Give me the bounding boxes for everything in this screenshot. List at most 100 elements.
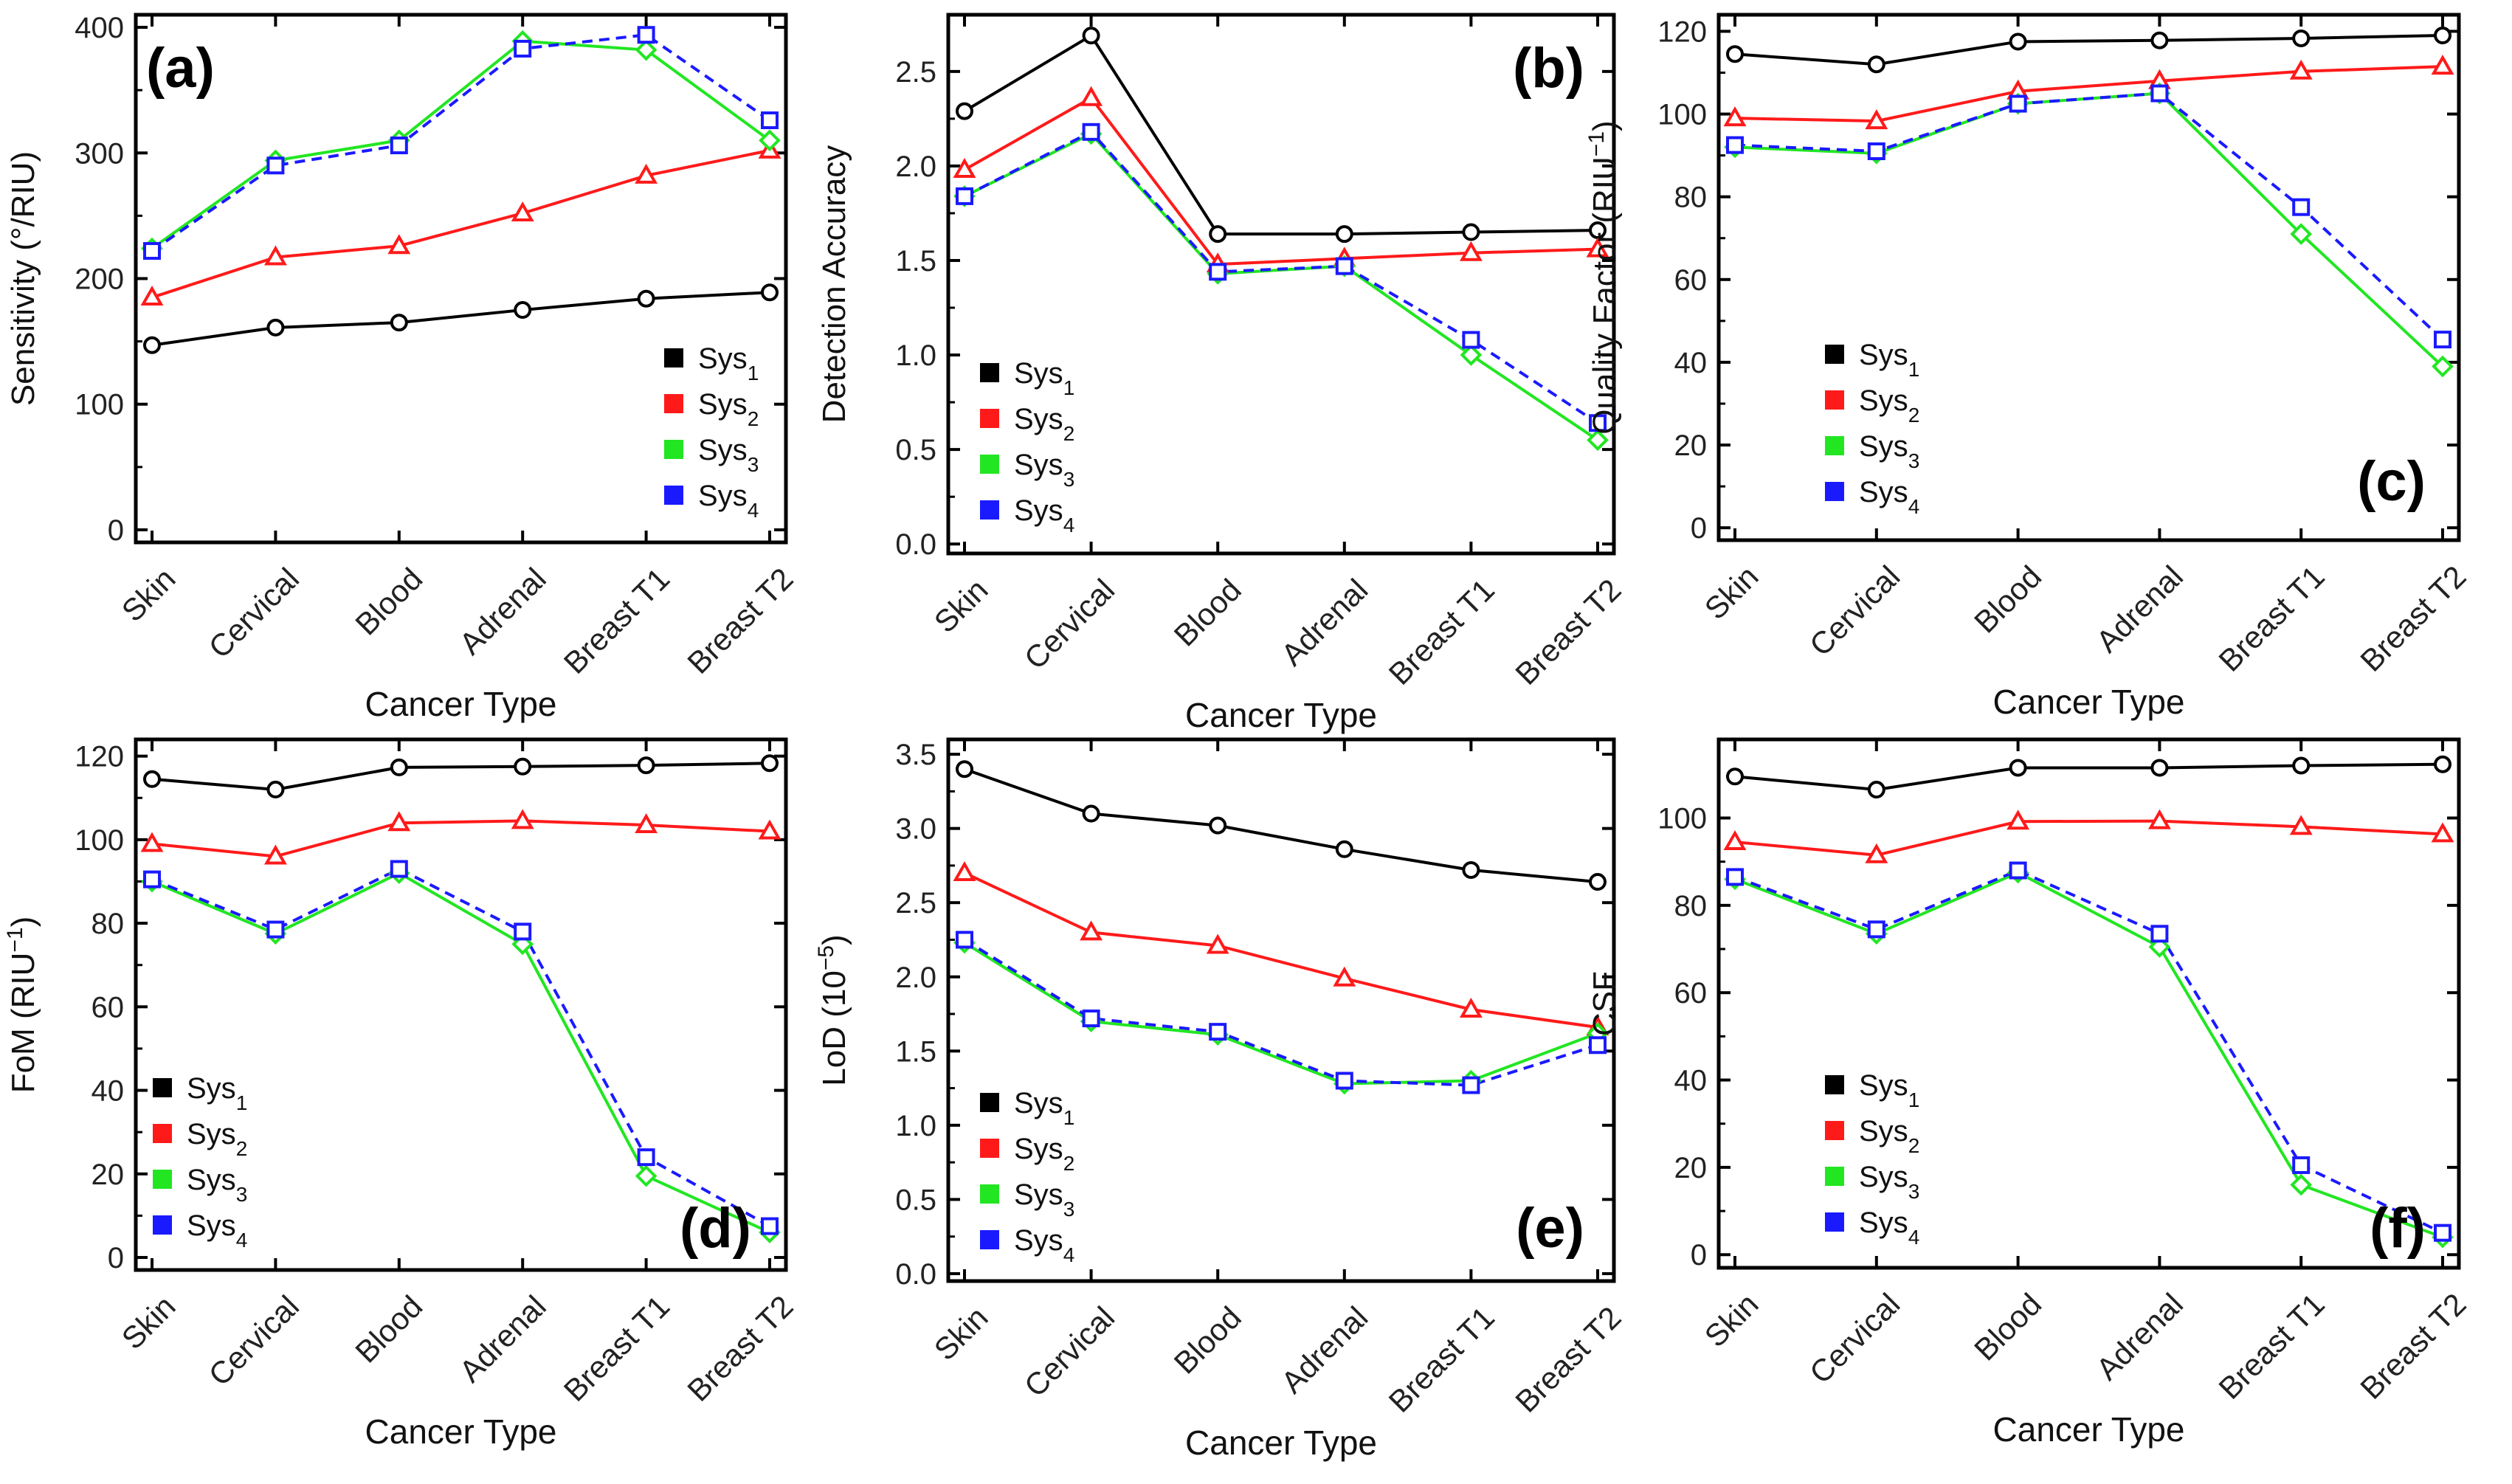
legend-label-sub: 4 xyxy=(1063,514,1075,536)
data-point-sys2 xyxy=(387,234,411,255)
legend-swatch xyxy=(1825,1121,1844,1140)
legend-label-sub: 3 xyxy=(236,1183,248,1206)
y-axis-title-end: ) xyxy=(1587,120,1623,131)
legend-swatch xyxy=(1825,390,1844,410)
data-point-sys4 xyxy=(956,931,973,949)
y-tick-label: 1.0 xyxy=(895,339,936,372)
data-point-sys4 xyxy=(2434,1224,2451,1242)
data-point-sys2 xyxy=(758,819,781,840)
legend-label: Sys2 xyxy=(187,1118,247,1160)
series-line-sys4 xyxy=(151,867,770,1228)
y-tick-label: 0 xyxy=(108,1242,124,1274)
legend-swatch xyxy=(153,1215,172,1235)
panel-label: (f) xyxy=(2370,1197,2426,1260)
y-tick-label: 20 xyxy=(1674,1152,1708,1184)
y-tick-label: 2.0 xyxy=(895,151,936,183)
legend-label: Sys3 xyxy=(1859,430,1919,472)
data-point-sys4 xyxy=(2009,94,2027,113)
legend-swatch xyxy=(664,348,683,367)
data-point-sys2 xyxy=(1080,920,1103,941)
data-point-sys2 xyxy=(1865,109,1888,130)
legend-swatch xyxy=(980,1139,999,1158)
x-category-label: Breast T2 xyxy=(680,1288,799,1407)
data-point-sys1 xyxy=(1462,223,1480,241)
legend-label-base: Sys xyxy=(187,1072,236,1105)
legend-label: Sys3 xyxy=(1859,1161,1919,1203)
legend-label-sub: 1 xyxy=(1908,358,1920,381)
data-point-sys2 xyxy=(2007,810,2030,830)
legend-label-base: Sys xyxy=(1859,339,1908,371)
data-point-sys4 xyxy=(390,137,408,155)
data-point-sys2 xyxy=(511,201,534,221)
plot-frame xyxy=(1716,13,2461,542)
legend-label: Sys1 xyxy=(1859,339,1919,381)
chart-panel-1: 0.0 0.5 1.0 1.5 2.0 2.5 Skin Cervical Blood Adren… xyxy=(816,13,1628,734)
legend-label-sub: 3 xyxy=(748,453,759,476)
x-axis-title: Cancer Type xyxy=(365,685,557,723)
y-axis-title: Quality Factor (RIU−1) xyxy=(1584,120,1624,434)
legend-label: Sys2 xyxy=(698,388,759,430)
data-point-sys4 xyxy=(761,1217,779,1235)
data-point-sys4 xyxy=(266,156,285,175)
data-point-sys4 xyxy=(1462,1076,1480,1094)
legend-label-sub: 2 xyxy=(748,407,759,430)
y-tick-label: 0 xyxy=(1691,1239,1707,1271)
y-tick-label: 40 xyxy=(1674,1065,1708,1097)
legend-label-base: Sys xyxy=(698,388,748,421)
legend-label-base: Sys xyxy=(1014,1178,1063,1211)
data-point-sys1 xyxy=(390,314,408,332)
data-point-sys2 xyxy=(1206,933,1229,954)
legend-label-base: Sys xyxy=(1014,357,1063,390)
y-tick-label: 0.0 xyxy=(895,1258,936,1291)
legend-swatch xyxy=(1825,1212,1844,1232)
x-category-label: Breast T1 xyxy=(2212,559,2330,677)
legend-label: Sys1 xyxy=(187,1072,247,1114)
legend-label-sub: 1 xyxy=(1908,1088,1920,1111)
data-point-sys2 xyxy=(511,809,534,829)
legend-label: Sys3 xyxy=(187,1164,247,1206)
data-point-sys4 xyxy=(1867,142,1885,161)
y-tick-label: 200 xyxy=(75,263,124,296)
legend-label: Sys2 xyxy=(1859,384,1919,427)
data-point-sys1 xyxy=(1867,55,1885,74)
x-category-label: Adrenal xyxy=(1274,572,1375,672)
y-axis-title-text: LoD (10 xyxy=(816,970,852,1086)
y-axis-title-end: ) xyxy=(5,917,41,928)
legend-label-sub: 1 xyxy=(748,362,759,384)
series-line-sys4 xyxy=(1734,92,2444,341)
series-line-sys1 xyxy=(151,291,770,347)
data-point-sys2 xyxy=(263,245,287,266)
legend-label-base: Sys xyxy=(1014,403,1063,435)
x-category-label: Breast T2 xyxy=(680,561,799,680)
legend-swatch xyxy=(153,1124,172,1143)
x-category-label: Skin xyxy=(115,561,182,628)
series-line-sys1 xyxy=(1734,762,2443,792)
y-tick-label: 1.5 xyxy=(895,245,936,277)
data-point-sys4 xyxy=(514,922,532,941)
x-category-label: Cervical xyxy=(1018,1300,1122,1404)
x-category-label: Blood xyxy=(1167,1300,1248,1380)
x-category-label: Blood xyxy=(1967,559,2048,639)
series-line-sys4 xyxy=(963,938,1598,1087)
x-category-label: Skin xyxy=(1698,1286,1765,1353)
x-category-label: Adrenal xyxy=(452,1288,553,1389)
data-point-sys2 xyxy=(1333,966,1356,987)
data-point-sys4 xyxy=(1726,868,1744,886)
legend-swatch xyxy=(153,1170,172,1189)
legend-label-sub: 2 xyxy=(1908,404,1920,427)
y-tick-label: 3.5 xyxy=(895,739,936,771)
data-point-sys1 xyxy=(2150,759,2169,777)
x-axis-title: Cancer Type xyxy=(1993,683,2185,721)
legend-label-base: Sys xyxy=(698,342,748,375)
y-tick-label: 0.5 xyxy=(895,1184,936,1216)
legend-label-sub: 4 xyxy=(236,1229,248,1252)
legend-label: Sys4 xyxy=(1014,494,1074,536)
legend-label-sub: 2 xyxy=(1063,422,1075,445)
data-point-sys1 xyxy=(2292,756,2311,775)
y-tick-label: 1.0 xyxy=(895,1110,936,1142)
y-tick-label: 60 xyxy=(92,991,125,1024)
y-axis-title: FoM (RIU−1) xyxy=(3,917,42,1094)
data-point-sys1 xyxy=(1209,225,1227,244)
